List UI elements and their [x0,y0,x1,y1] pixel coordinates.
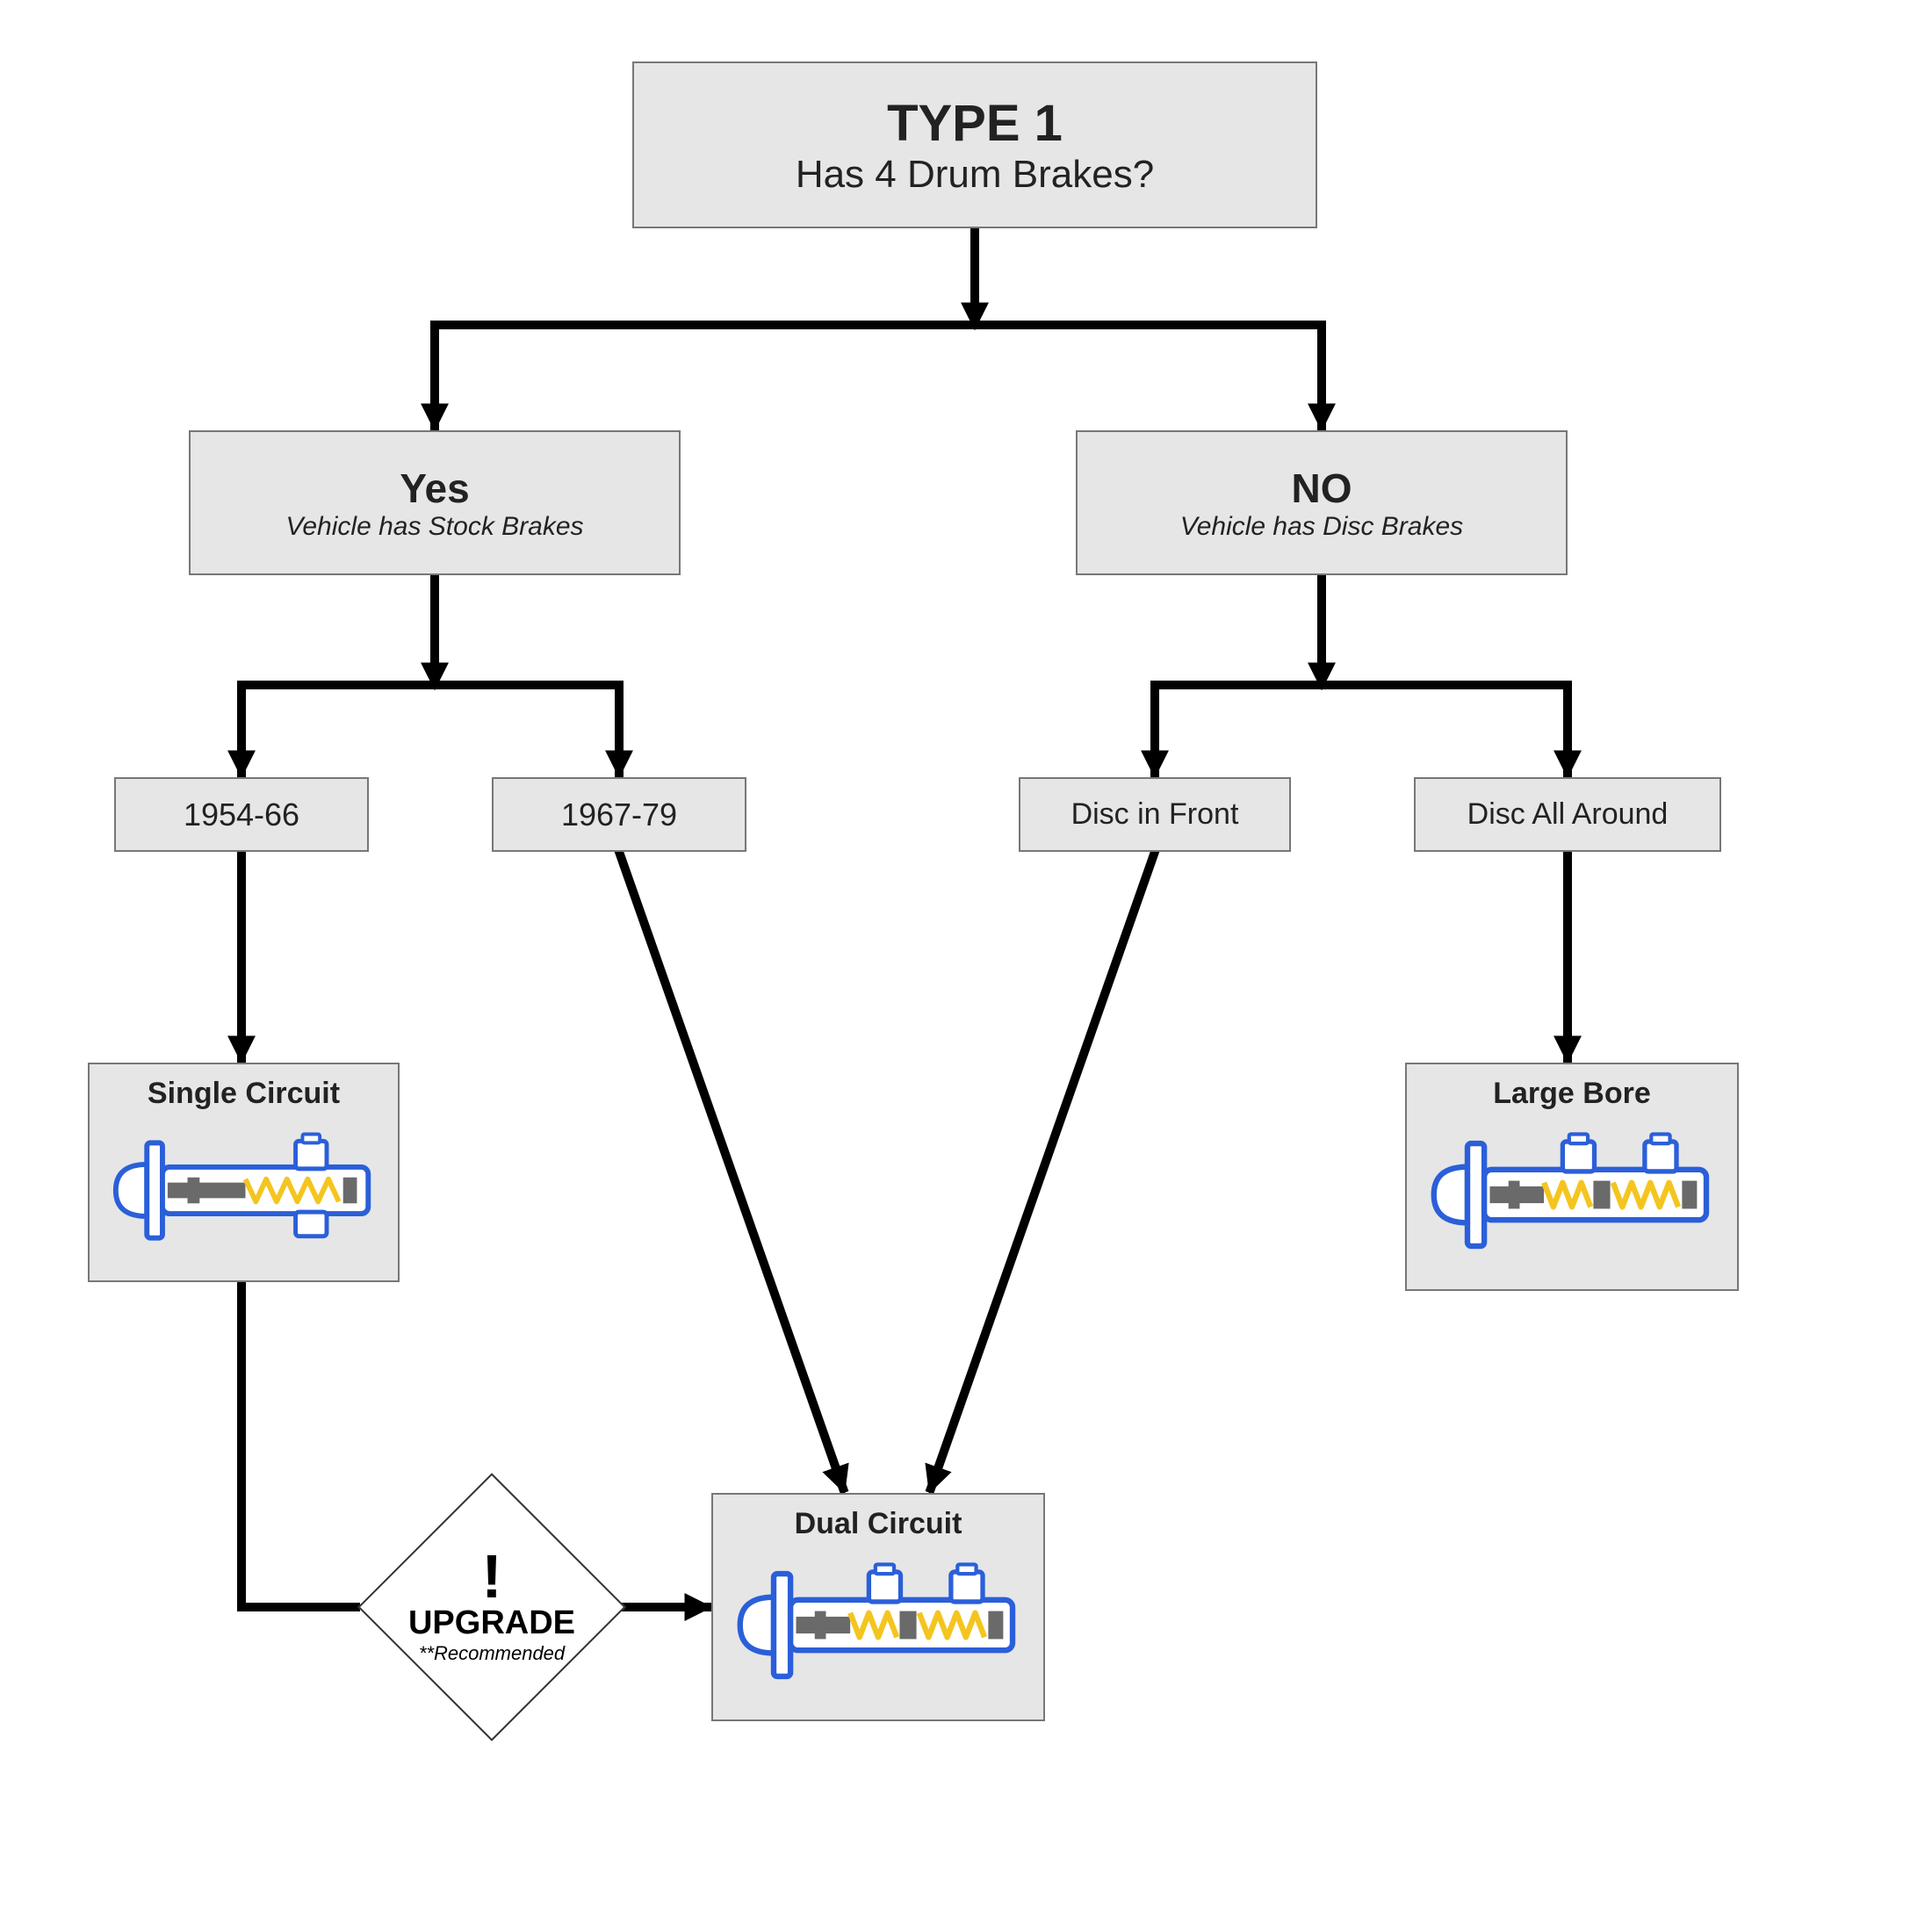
upgrade-diamond: !UPGRADE**Recommended [360,1475,624,1739]
single-cylinder-icon [105,1118,382,1263]
node-large: Large Bore [1405,1063,1739,1291]
node-n1: Disc in Front [1019,777,1291,852]
node-no: NOVehicle has Disc Brakes [1076,430,1568,575]
dual-label: Dual Circuit [795,1507,962,1541]
dual-cylinder-icon [729,1548,1027,1702]
upgrade-note: **Recommended [419,1642,565,1665]
upgrade-label: UPGRADE [408,1604,575,1642]
node-single: Single Circuit [88,1063,400,1282]
large-label: Large Bore [1493,1077,1651,1111]
n1-label: Disc in Front [1071,797,1239,832]
node-y2: 1967-79 [492,777,746,852]
node-yes: YesVehicle has Stock Brakes [189,430,681,575]
y2-label: 1967-79 [561,797,677,833]
y1-label: 1954-66 [184,797,299,833]
root-subtitle: Has 4 Drum Brakes? [796,153,1154,197]
node-dual: Dual Circuit [711,1493,1045,1721]
n2-label: Disc All Around [1467,797,1669,832]
node-y1: 1954-66 [114,777,369,852]
yes-subtitle: Vehicle has Stock Brakes [285,512,583,542]
upgrade-bang-icon: ! [481,1549,501,1604]
large-cylinder-icon [1423,1118,1721,1272]
root-title: TYPE 1 [887,94,1063,153]
no-subtitle: Vehicle has Disc Brakes [1180,512,1463,542]
node-n2: Disc All Around [1414,777,1721,852]
node-root: TYPE 1Has 4 Drum Brakes? [632,61,1317,228]
single-label: Single Circuit [148,1077,340,1111]
flowchart-stage: TYPE 1Has 4 Drum Brakes? YesVehicle has S… [0,0,1932,1932]
no-title: NO [1292,465,1352,512]
yes-title: Yes [400,465,469,512]
